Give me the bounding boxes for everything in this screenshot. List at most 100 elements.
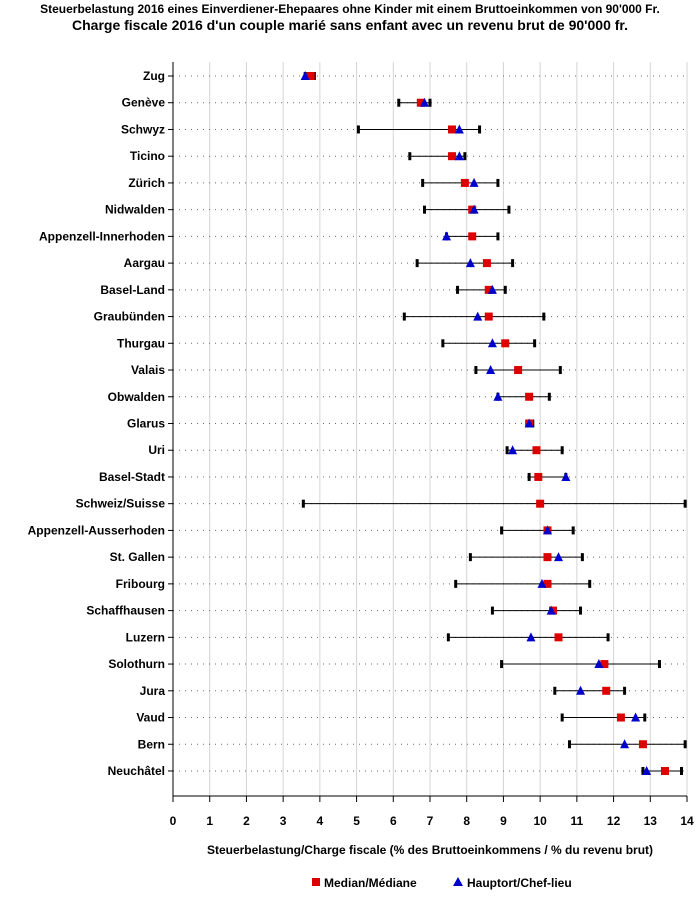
legend-capital-marker — [453, 877, 463, 886]
legend-capital-label: Hauptort/Chef-lieu — [467, 876, 572, 890]
range-min-cap — [456, 285, 460, 294]
median-marker — [543, 579, 552, 588]
range-max-cap — [533, 339, 537, 348]
median-marker — [532, 446, 541, 455]
category-label: Schweiz/Suisse — [76, 497, 166, 511]
x-axis-title: Steuerbelastung/Charge fiscale (% des Br… — [207, 843, 653, 857]
range-min-cap — [500, 526, 504, 535]
median-marker — [468, 232, 477, 241]
range-min-cap — [505, 446, 509, 455]
median-marker — [660, 766, 669, 775]
range-max-cap — [511, 259, 515, 268]
x-tick-label: 11 — [571, 814, 584, 828]
capital-marker — [542, 525, 552, 535]
category-label: Schwyz — [121, 122, 165, 136]
category-label: Genève — [122, 96, 166, 110]
median-marker — [448, 152, 457, 161]
range-max-cap — [503, 285, 507, 294]
capital-marker — [526, 632, 536, 642]
range-max-cap — [571, 526, 575, 535]
range-max-cap — [496, 178, 500, 187]
range-min-cap — [415, 259, 419, 268]
x-tick-label: 0 — [170, 814, 177, 828]
range-min-cap — [560, 713, 564, 722]
legend-median-marker — [312, 878, 320, 886]
chart-title-german: Steuerbelastung 2016 eines Einverdiener-… — [40, 2, 660, 16]
category-labels: Zug Genève Schwyz Ticino Zürich Nidwalden Appe… — [28, 69, 166, 778]
range-max-cap — [428, 98, 432, 107]
category-label: Basel-Stadt — [99, 470, 165, 484]
capital-marker — [561, 471, 571, 481]
range-bars — [301, 72, 687, 775]
range-min-cap — [408, 152, 412, 161]
category-label: Vaud — [136, 711, 165, 725]
range-min-cap — [474, 366, 478, 375]
range-max-cap — [542, 312, 546, 321]
range-max-cap — [683, 499, 687, 508]
median-marker — [638, 740, 647, 749]
category-label: Luzern — [126, 630, 165, 644]
range-min-cap — [301, 499, 305, 508]
x-tick-label: 5 — [353, 814, 360, 828]
median-marker — [600, 660, 609, 669]
median-marker — [543, 553, 552, 562]
x-tick-label: 8 — [463, 814, 470, 828]
legend-median-label: Median/Médiane — [324, 876, 417, 890]
x-tick-label: 14 — [680, 814, 694, 828]
range-min-cap — [441, 339, 445, 348]
range-min-cap — [402, 312, 406, 321]
x-tick-label: 13 — [644, 814, 658, 828]
range-min-cap — [500, 660, 504, 669]
range-min-cap — [641, 766, 645, 775]
x-tick-label: 7 — [427, 814, 434, 828]
range-max-cap — [657, 660, 661, 669]
median-marker — [306, 72, 315, 80]
range-max-cap — [683, 740, 687, 749]
x-tick-label: 9 — [500, 814, 507, 828]
range-min-cap — [553, 686, 557, 695]
range-max-cap — [547, 392, 551, 401]
range-max-cap — [496, 232, 500, 241]
range-max-cap — [580, 553, 584, 562]
capital-marker — [546, 605, 556, 615]
capital-marker — [642, 765, 652, 775]
median-marker — [448, 125, 457, 134]
capital-marker — [419, 97, 429, 107]
capital-marker — [554, 552, 563, 562]
range-min-cap — [421, 178, 425, 187]
capital-marker — [576, 685, 586, 695]
capital-marker — [508, 445, 518, 455]
x-tick-label: 4 — [317, 814, 324, 828]
range-max-cap — [478, 125, 482, 134]
capital-marker — [454, 151, 464, 161]
median-marker — [534, 472, 543, 481]
category-label: Jura — [140, 684, 166, 698]
range-max-cap — [643, 713, 647, 722]
range-max-cap — [606, 633, 610, 642]
x-tick-label: 12 — [607, 814, 621, 828]
capital-marker — [469, 177, 479, 187]
capital-marker — [486, 365, 496, 375]
gridlines — [209, 62, 688, 796]
median-marker — [554, 633, 563, 642]
capital-marker — [454, 124, 464, 134]
range-max-cap — [560, 446, 564, 455]
median-marker — [514, 366, 523, 375]
median-marker — [602, 686, 611, 695]
x-tick-label: 3 — [280, 814, 287, 828]
category-label: Ticino — [130, 149, 165, 163]
capital-marker — [469, 204, 479, 214]
capital-marker — [631, 712, 641, 722]
range-max-cap — [507, 205, 511, 214]
capital-marker — [442, 231, 452, 241]
range-min-cap — [527, 472, 531, 481]
median-marker — [484, 285, 493, 294]
median-marker — [536, 499, 545, 508]
range-min-cap — [356, 125, 360, 134]
range-min-cap — [422, 205, 426, 214]
median-marker — [616, 713, 625, 722]
category-label: Fribourg — [116, 577, 165, 591]
range-min-cap — [397, 98, 401, 107]
range-min-cap — [568, 740, 572, 749]
